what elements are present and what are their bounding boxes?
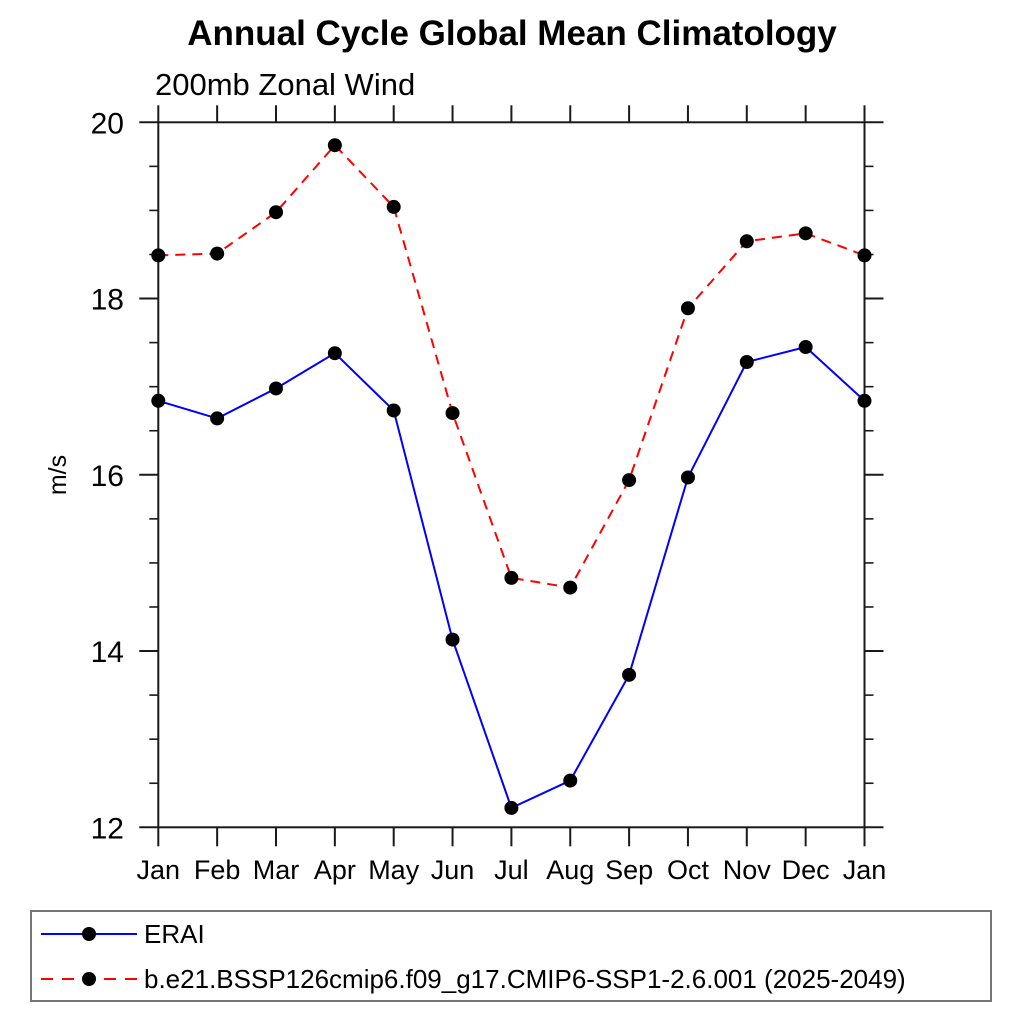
data-point-1 (563, 580, 578, 595)
data-point-0 (857, 393, 872, 408)
data-point-1 (151, 248, 166, 263)
chart-title: Annual Cycle Global Mean Climatology (187, 14, 837, 53)
y-tick-label: 12 (91, 812, 124, 845)
data-point-1 (622, 473, 637, 488)
y-tick-label: 20 (91, 107, 124, 140)
data-point-1 (739, 234, 754, 249)
x-tick-label: Jul (494, 855, 529, 885)
x-tick-label: Nov (723, 855, 772, 885)
legend-label-erai: ERAI (144, 918, 205, 949)
data-point-0 (386, 403, 401, 418)
x-tick-label: Aug (546, 855, 594, 885)
plot-frame (157, 121, 866, 829)
legend-label-model: b.e21.BSSP126cmip6.f09_g17.CMIP6-SSP1-2.… (144, 963, 906, 994)
data-point-1 (269, 205, 283, 220)
x-tick-label: Mar (253, 855, 300, 885)
data-point-0 (269, 381, 283, 396)
x-tick-label: Feb (194, 855, 241, 885)
data-point-0 (563, 773, 578, 788)
x-tick-label: Jan (137, 855, 181, 885)
x-tick-label: Jan (843, 855, 887, 885)
legend-marker-dot (82, 926, 96, 941)
x-tick-label: Jun (431, 855, 475, 885)
data-point-1 (504, 570, 519, 585)
chart-subtitle: 200mb Zonal Wind (155, 67, 416, 102)
x-tick-label: Oct (667, 855, 710, 885)
data-point-0 (622, 667, 637, 682)
legend-sample-erai-line (41, 926, 137, 941)
data-point-1 (327, 138, 342, 153)
data-point-0 (504, 800, 519, 815)
legend-sample-model-line (41, 971, 137, 986)
x-tick-label: Sep (605, 855, 653, 885)
data-point-0 (739, 355, 754, 369)
x-tick-label: May (368, 855, 420, 885)
data-point-1 (680, 301, 695, 316)
y-axis-label: m/s (44, 455, 72, 495)
data-point-1 (857, 248, 872, 263)
data-point-1 (210, 246, 225, 261)
data-point-0 (445, 632, 460, 647)
y-tick-label: 16 (91, 460, 124, 493)
y-tick-label: 14 (91, 636, 124, 669)
data-point-1 (445, 406, 460, 421)
data-point-1 (386, 199, 401, 214)
y-tick-label: 18 (91, 284, 124, 317)
legend-marker-dot (82, 971, 96, 986)
legend-item-model: b.e21.BSSP126cmip6.f09_g17.CMIP6-SSP1-2.… (39, 959, 990, 999)
x-tick-label: Apr (314, 855, 356, 885)
data-point-0 (151, 393, 166, 408)
legend-item-erai: ERAI (39, 914, 990, 954)
data-point-1 (798, 226, 813, 241)
x-tick-label: Dec (782, 855, 830, 885)
series-line-1 (158, 143, 865, 589)
data-point-0 (798, 340, 813, 355)
legend-box: ERAI b.e21.BSSP126cmip6.f09_g17.CMIP6-SS… (30, 910, 992, 1002)
data-point-0 (327, 346, 342, 361)
data-point-0 (210, 411, 225, 426)
data-point-0 (680, 470, 695, 485)
